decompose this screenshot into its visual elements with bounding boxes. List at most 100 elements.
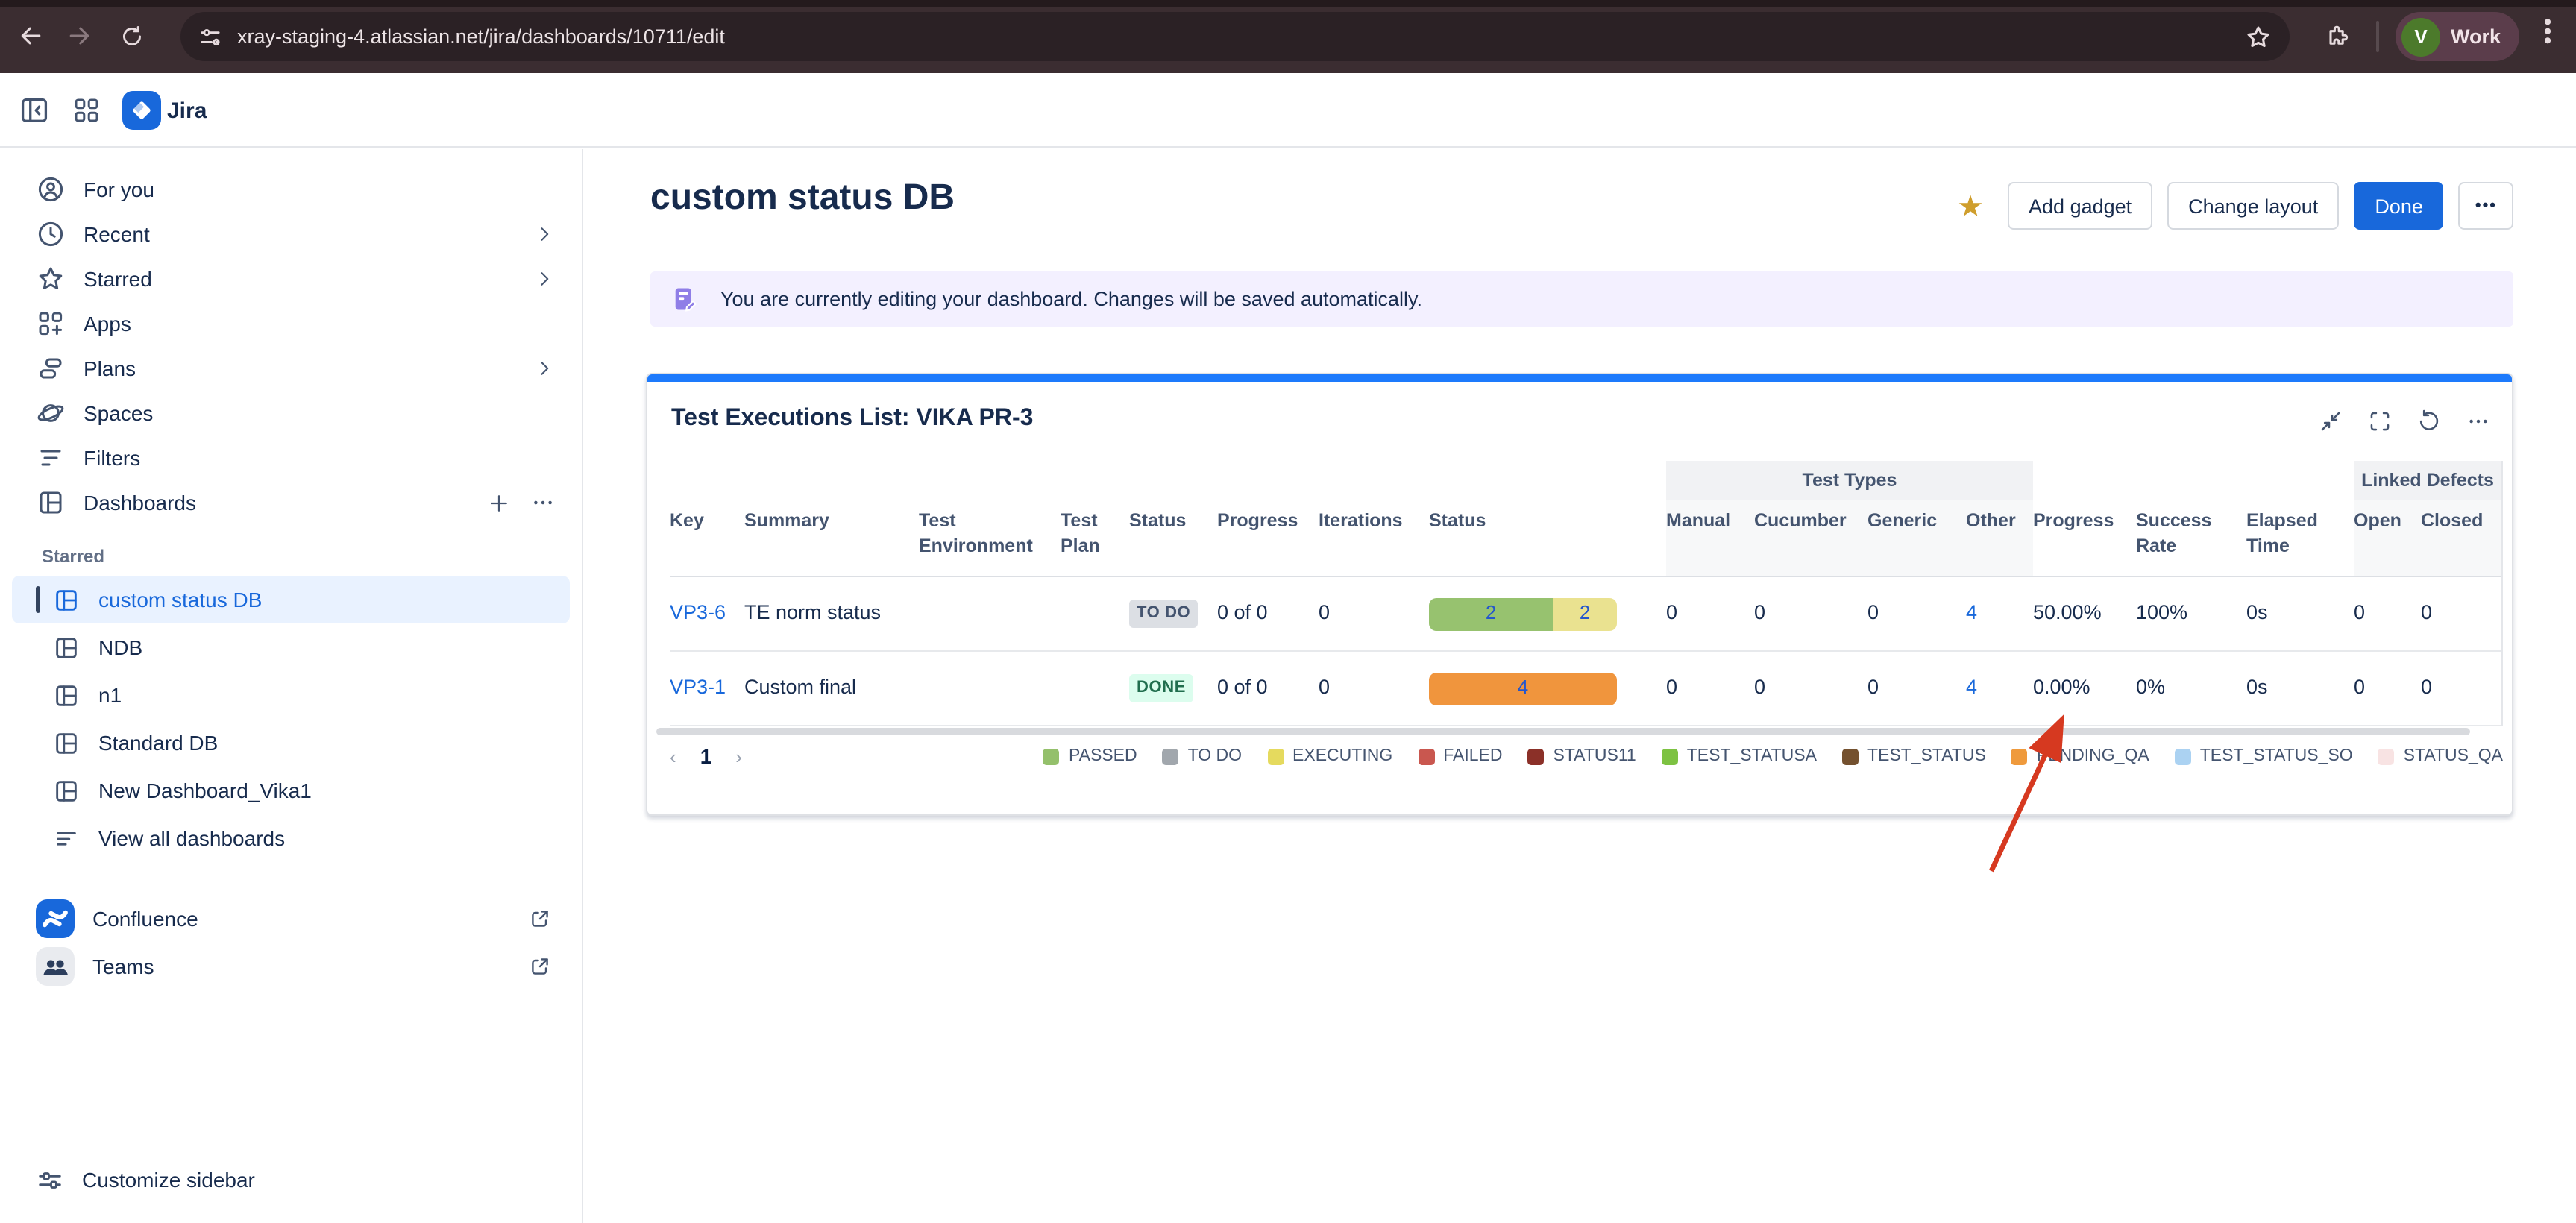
add-dashboard-icon[interactable]: [488, 491, 510, 514]
status-distribution-bar[interactable]: 4: [1429, 672, 1617, 705]
browser-forward-button[interactable]: [63, 19, 95, 52]
pagination-next-button[interactable]: ›: [735, 745, 742, 767]
sidebar-item-plans[interactable]: Plans: [12, 346, 570, 391]
pagination-current-page[interactable]: 1: [700, 744, 712, 768]
status-distribution-bar[interactable]: 2 2: [1429, 597, 1617, 630]
sidebar-item-label: Apps: [84, 312, 131, 336]
col-header-progress[interactable]: Progress: [1217, 510, 1298, 531]
legend-item: STATUS11: [1527, 747, 1636, 765]
summary-cell: TE norm status: [744, 601, 882, 624]
dashboard-icon: [56, 637, 77, 658]
sidebar-item-dashboards[interactable]: Dashboards: [12, 480, 570, 525]
generic-cell: 0: [1867, 676, 1879, 699]
legend-label: STATUS_QA: [2403, 747, 2503, 765]
col-header-open[interactable]: Open: [2354, 500, 2421, 576]
col-header-elapsed-time[interactable]: Elapsed Time: [2246, 510, 2318, 556]
add-gadget-button[interactable]: Add gadget: [2008, 182, 2153, 230]
jira-home-link[interactable]: Jira: [122, 91, 207, 130]
col-header-manual[interactable]: Manual: [1666, 500, 1754, 576]
col-header-test-environment[interactable]: Test Environment: [919, 510, 1033, 556]
col-header-test-plan[interactable]: Test Plan: [1061, 510, 1100, 556]
issue-key-link[interactable]: VP3-1: [670, 676, 726, 699]
done-button[interactable]: Done: [2354, 182, 2444, 230]
col-header-iterations[interactable]: Iterations: [1319, 510, 1403, 531]
browser-extensions-button[interactable]: [2321, 19, 2354, 52]
sidebar-item-starred[interactable]: Starred: [12, 257, 570, 301]
sidebar-item-apps[interactable]: Apps: [12, 301, 570, 346]
gadget-fullscreen-button[interactable]: [2366, 407, 2393, 434]
col-header-progress-pct[interactable]: Progress: [2033, 510, 2114, 531]
sidebar-dashboard-label: New Dashboard_Vika1: [98, 779, 312, 802]
other-count-link[interactable]: 4: [1966, 676, 1978, 699]
browser-back-button[interactable]: [15, 19, 48, 52]
legend-swatch-status-qa: [2378, 748, 2395, 764]
progress-pct-cell: 0.00%: [2033, 676, 2090, 699]
progress-cell: 0 of 0: [1217, 601, 1268, 624]
pagination-prev-button[interactable]: ‹: [670, 745, 676, 767]
gadget-minimize-button[interactable]: [2316, 407, 2343, 434]
bookmark-star-icon[interactable]: [2245, 23, 2272, 50]
favorite-star-icon[interactable]: ★: [1957, 190, 1985, 223]
gadget-toolbar: [2316, 407, 2491, 434]
sidebar-dashboard-ndb[interactable]: NDB: [12, 623, 570, 671]
col-header-status[interactable]: Status: [1129, 510, 1187, 531]
sidebar-dashboard-new-dashboard-vika1[interactable]: New Dashboard_Vika1: [12, 767, 570, 814]
planet-icon: [37, 404, 64, 422]
legend-item: STATUS_QA: [2378, 747, 2503, 765]
customize-sidebar-button[interactable]: Customize sidebar: [12, 1157, 571, 1202]
table-horizontal-scrollbar[interactable]: [656, 728, 2470, 735]
sidebar-app-confluence[interactable]: Confluence: [12, 895, 570, 943]
pagination: ‹ 1 ›: [670, 744, 742, 768]
col-header-status-bar[interactable]: Status: [1429, 510, 1486, 531]
test-plan-cell: [1061, 652, 1129, 725]
browser-profile-button[interactable]: V Work: [2396, 12, 2519, 61]
status-bar-segment-passed: 2: [1429, 597, 1554, 630]
sidebar-item-for-you[interactable]: For you: [12, 167, 570, 212]
sidebar-dashboard-label: NDB: [98, 635, 143, 659]
gadget-more-button[interactable]: [2464, 407, 2491, 434]
sidebar-dashboard-standard-db[interactable]: Standard DB: [12, 719, 570, 767]
sidebar-dashboard-n1[interactable]: n1: [12, 671, 570, 719]
change-layout-button[interactable]: Change layout: [2167, 182, 2340, 230]
site-settings-icon[interactable]: [198, 25, 222, 48]
sidebar-app-label: Teams: [92, 955, 154, 978]
dashboard-icon: [56, 589, 77, 610]
status-badge: DONE: [1129, 673, 1193, 703]
browser-chrome: xray-staging-4.atlassian.net/jira/dashbo…: [0, 0, 2576, 73]
col-header-other[interactable]: Other: [1966, 500, 2033, 576]
refresh-icon: [2419, 409, 2438, 430]
dashboard-more-button[interactable]: •••: [2458, 182, 2513, 230]
legend-item: FAILED: [1418, 747, 1503, 765]
sidebar-item-filters[interactable]: Filters: [12, 436, 570, 480]
more-options-icon[interactable]: [531, 491, 555, 515]
page-title: custom status DB: [650, 177, 955, 218]
other-count-link[interactable]: 4: [1966, 601, 1978, 624]
gadget-refresh-button[interactable]: [2415, 407, 2442, 434]
col-header-summary[interactable]: Summary: [744, 510, 829, 531]
sidebar-dashboard-custom-status-db[interactable]: custom status DB: [12, 576, 570, 623]
app-switcher-button[interactable]: [72, 95, 101, 125]
legend-label: TEST_STATUS: [1867, 747, 1986, 765]
browser-refresh-button[interactable]: [115, 19, 148, 52]
closed-defects-cell: 0: [2421, 601, 2433, 624]
sidebar-dashboard-label: custom status DB: [98, 588, 263, 612]
legend-item: TEST_STATUS: [1841, 747, 1986, 765]
open-defects-cell: 0: [2354, 601, 2366, 624]
apps-grid-plus-icon: [39, 312, 63, 336]
clock-icon: [38, 221, 63, 247]
issue-key-link[interactable]: VP3-6: [670, 601, 726, 624]
col-header-closed[interactable]: Closed: [2421, 500, 2501, 576]
sidebar: For you Recent Starred Apps Plans Spaces: [0, 149, 583, 1223]
col-header-cucumber[interactable]: Cucumber: [1754, 500, 1867, 576]
sidebar-item-recent[interactable]: Recent: [12, 212, 570, 257]
sidebar-app-teams[interactable]: Teams: [12, 943, 570, 990]
col-header-key[interactable]: Key: [670, 510, 704, 531]
url-bar[interactable]: xray-staging-4.atlassian.net/jira/dashbo…: [180, 12, 2290, 61]
col-header-success-rate[interactable]: Success Rate: [2136, 510, 2212, 556]
sidebar-item-spaces[interactable]: Spaces: [12, 391, 570, 436]
collapse-sidebar-button[interactable]: [18, 94, 51, 127]
elapsed-time-cell: 0s: [2246, 601, 2268, 624]
browser-menu-button[interactable]: •••: [2534, 18, 2560, 46]
col-header-generic[interactable]: Generic: [1867, 500, 1966, 576]
sidebar-view-all-dashboards[interactable]: View all dashboards: [12, 814, 570, 862]
